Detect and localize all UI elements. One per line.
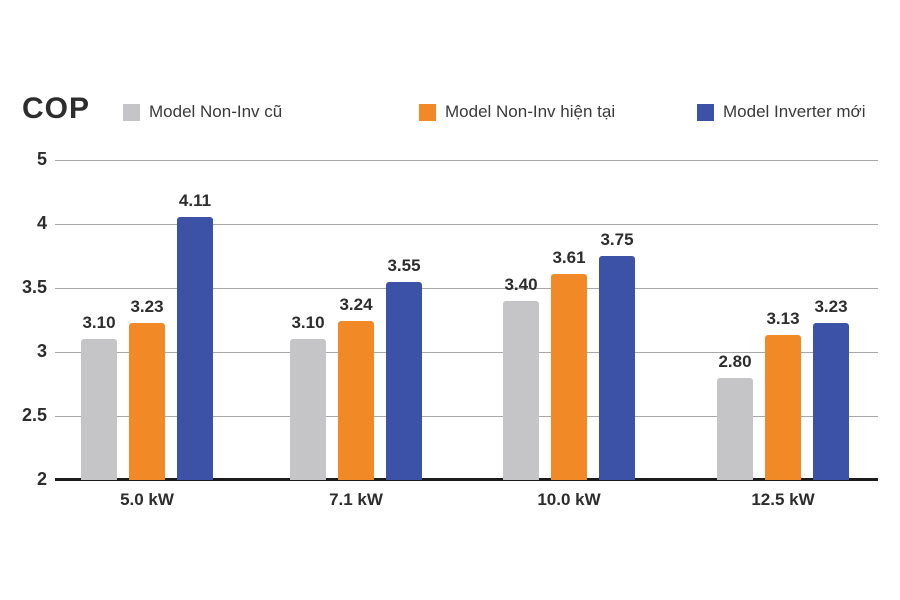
- bar: [765, 335, 801, 480]
- y-axis-title: COP: [22, 92, 91, 125]
- y-axis-tick-label: 3: [36, 341, 47, 361]
- bar-value-label: 3.10: [291, 313, 325, 333]
- legend-label: Model Non-Inv hiện tại: [445, 102, 616, 121]
- y-axis-tick-label: 5: [36, 149, 47, 169]
- bar: [551, 273, 587, 480]
- bar-value-label: 3.23: [814, 296, 848, 316]
- legend-swatch: [419, 103, 436, 121]
- x-axis-category-label: 7.1 kW: [329, 490, 383, 509]
- bar-value-label: 3.13: [766, 309, 800, 329]
- bar-value-label: 3.55: [387, 255, 421, 275]
- legend-item: Model Non-Inv hiện tại: [419, 102, 615, 122]
- bar-value-label: 3.61: [552, 247, 586, 267]
- legend-label: Model Inverter mới: [723, 102, 866, 121]
- bar: [386, 281, 422, 480]
- legend-swatch: [123, 103, 140, 121]
- legend-item: Model Inverter mới: [697, 102, 865, 122]
- bar-value-label: 4.11: [178, 190, 212, 210]
- bar-value-label: 3.10: [82, 313, 116, 333]
- bar: [177, 216, 213, 480]
- bar: [290, 339, 326, 480]
- gridline: [55, 224, 878, 225]
- gridline: [55, 352, 878, 353]
- bar: [338, 321, 374, 480]
- legend-item: Model Non-Inv cũ: [123, 102, 282, 122]
- plot-area: 5 4 3.5 3 2.5 2 3.10 3.23 4.11 5.0 kW 3.10 3.24 3.55…: [22, 149, 878, 509]
- bar: [599, 256, 635, 480]
- x-axis-category-label: 12.5 kW: [751, 490, 815, 509]
- gridline: [55, 478, 878, 481]
- bar-value-label: 2.80: [718, 351, 752, 371]
- bar: [813, 322, 849, 480]
- bar: [129, 322, 165, 480]
- x-axis-category-label: 10.0 kW: [537, 490, 601, 509]
- gridline: [55, 288, 878, 289]
- bar-value-label: 3.23: [130, 296, 164, 316]
- bar-value-label: 3.75: [600, 230, 634, 249]
- bar-value-label: 3.40: [504, 274, 538, 294]
- y-axis-tick-label: 2: [36, 469, 47, 489]
- y-axis-tick-label: 3.5: [21, 277, 47, 297]
- bar: [503, 300, 539, 480]
- bar: [717, 377, 753, 480]
- y-axis-tick-label: 2.5: [21, 405, 47, 425]
- bar: [81, 339, 117, 480]
- legend-swatch: [697, 103, 714, 121]
- gridline: [55, 416, 878, 417]
- bar-value-label: 3.24: [339, 295, 373, 315]
- legend-label: Model Non-Inv cũ: [149, 102, 283, 121]
- x-axis-category-label: 5.0 kW: [120, 490, 174, 509]
- y-axis-tick-label: 4: [36, 213, 47, 233]
- gridline: [55, 160, 878, 161]
